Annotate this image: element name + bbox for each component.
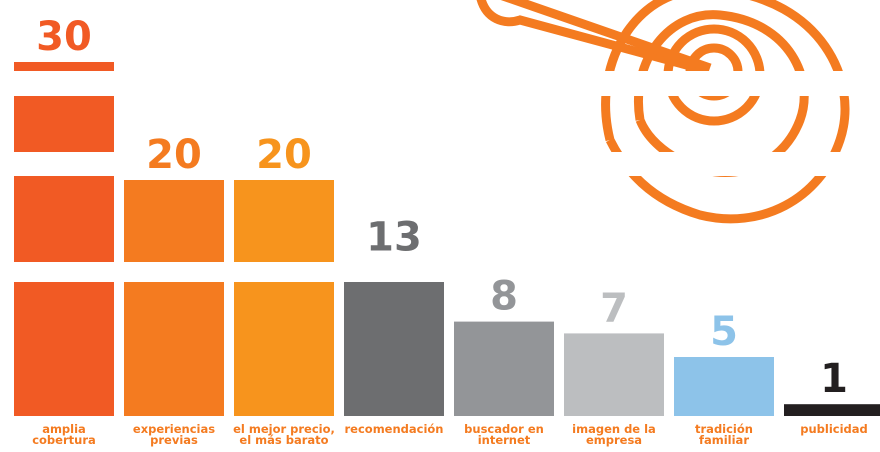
- value-label: 7: [600, 285, 628, 331]
- bar: [14, 62, 114, 416]
- bar: [564, 333, 664, 416]
- bar: [234, 180, 334, 416]
- bar: [124, 180, 224, 416]
- category-label: recomendación: [340, 424, 448, 435]
- chart-svg: 30 20 20 13 8 7 5 1: [0, 0, 880, 452]
- chart: 30 20 20 13 8 7 5 1 amplia coberturaexperiencia…: [0, 0, 880, 452]
- category-label: experiencias previas: [120, 424, 228, 446]
- value-label: 13: [366, 215, 422, 261]
- bar-gap: [0, 71, 880, 96]
- value-label: 8: [490, 274, 518, 320]
- value-label: 20: [146, 132, 202, 178]
- category-label: el mejor precio, el más barato: [230, 424, 338, 446]
- bar: [674, 357, 774, 416]
- value-label: 20: [256, 132, 312, 178]
- arrow: [500, 0, 710, 68]
- bar-gap: [0, 262, 880, 282]
- category-label: tradición familiar: [670, 424, 778, 446]
- category-label: amplia cobertura: [10, 424, 118, 446]
- bar-gap: [0, 152, 880, 176]
- category-label: imagen de la empresa: [560, 424, 668, 446]
- category-label: buscador en internet: [450, 424, 558, 446]
- target-icon: [480, 0, 845, 219]
- bar: [784, 404, 880, 416]
- value-label: 5: [710, 309, 738, 355]
- category-label: publicidad: [780, 424, 880, 435]
- value-label: 1: [820, 356, 848, 402]
- bar: [344, 263, 444, 416]
- bar: [454, 322, 554, 416]
- value-label: 30: [36, 14, 92, 60]
